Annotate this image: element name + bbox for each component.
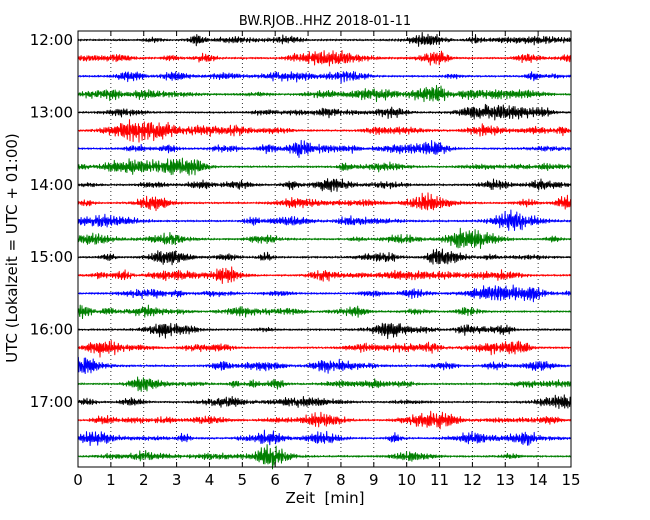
plot-frame <box>77 30 572 468</box>
y-tick-label: 13:00 <box>30 103 73 121</box>
x-tick-label: 1 <box>106 471 116 489</box>
x-tick-label: 15 <box>561 471 580 489</box>
x-tick-label: 14 <box>529 471 548 489</box>
trace-row <box>77 157 572 176</box>
trace-row <box>77 339 572 358</box>
x-tick-label: 3 <box>172 471 182 489</box>
trace-row <box>77 394 572 409</box>
trace-row <box>77 322 572 340</box>
trace-row <box>77 49 572 67</box>
x-tick-label: 6 <box>270 471 280 489</box>
trace-row <box>77 304 572 320</box>
trace-row <box>77 192 572 212</box>
y-tick-label: 17:00 <box>30 393 73 411</box>
trace-row <box>77 103 572 121</box>
trace-row <box>77 84 572 103</box>
trace-row <box>77 139 572 158</box>
trace-row <box>77 248 572 266</box>
trace-row <box>77 284 572 303</box>
y-tick-label: 12:00 <box>30 31 73 49</box>
grid <box>110 31 539 467</box>
x-axis-ticks: 0 1 2 3 4 5 6 7 8 9 10 11 12 13 14 15 <box>73 31 581 489</box>
x-tick-label: 2 <box>139 471 149 489</box>
x-tick-label: 5 <box>238 471 248 489</box>
trace-row <box>77 227 572 249</box>
y-axis-ticks: 12:00 13:00 14:00 15:00 16:00 17:00 <box>30 31 571 411</box>
x-tick-label: 0 <box>73 471 83 489</box>
trace-row <box>77 376 572 392</box>
x-axis-label: Zeit [min] <box>285 489 364 507</box>
y-tick-label: 16:00 <box>30 321 73 339</box>
trace-row <box>77 410 572 430</box>
trace-row <box>77 32 572 47</box>
trace-row <box>77 119 572 143</box>
x-tick-label: 7 <box>303 471 313 489</box>
x-tick-label: 13 <box>496 471 515 489</box>
x-tick-label: 10 <box>397 471 416 489</box>
trace-row <box>77 266 572 284</box>
chart-title: BW.RJOB..HHZ 2018-01-11 <box>239 14 411 29</box>
x-tick-label: 9 <box>369 471 379 489</box>
y-tick-label: 14:00 <box>30 176 73 194</box>
y-tick-label: 15:00 <box>30 248 73 266</box>
x-tick-label: 12 <box>463 471 482 489</box>
trace-row <box>77 70 572 84</box>
trace-row <box>77 429 572 447</box>
x-tick-label: 8 <box>336 471 346 489</box>
trace-row <box>77 356 572 375</box>
y-axis-label: UTC (Lokalzeit = UTC + 01:00) <box>3 133 21 363</box>
x-tick-label: 11 <box>430 471 449 489</box>
traces <box>77 32 572 470</box>
trace-row <box>77 444 572 470</box>
trace-row <box>77 178 572 193</box>
trace-row <box>77 209 572 231</box>
x-tick-label: 4 <box>205 471 215 489</box>
